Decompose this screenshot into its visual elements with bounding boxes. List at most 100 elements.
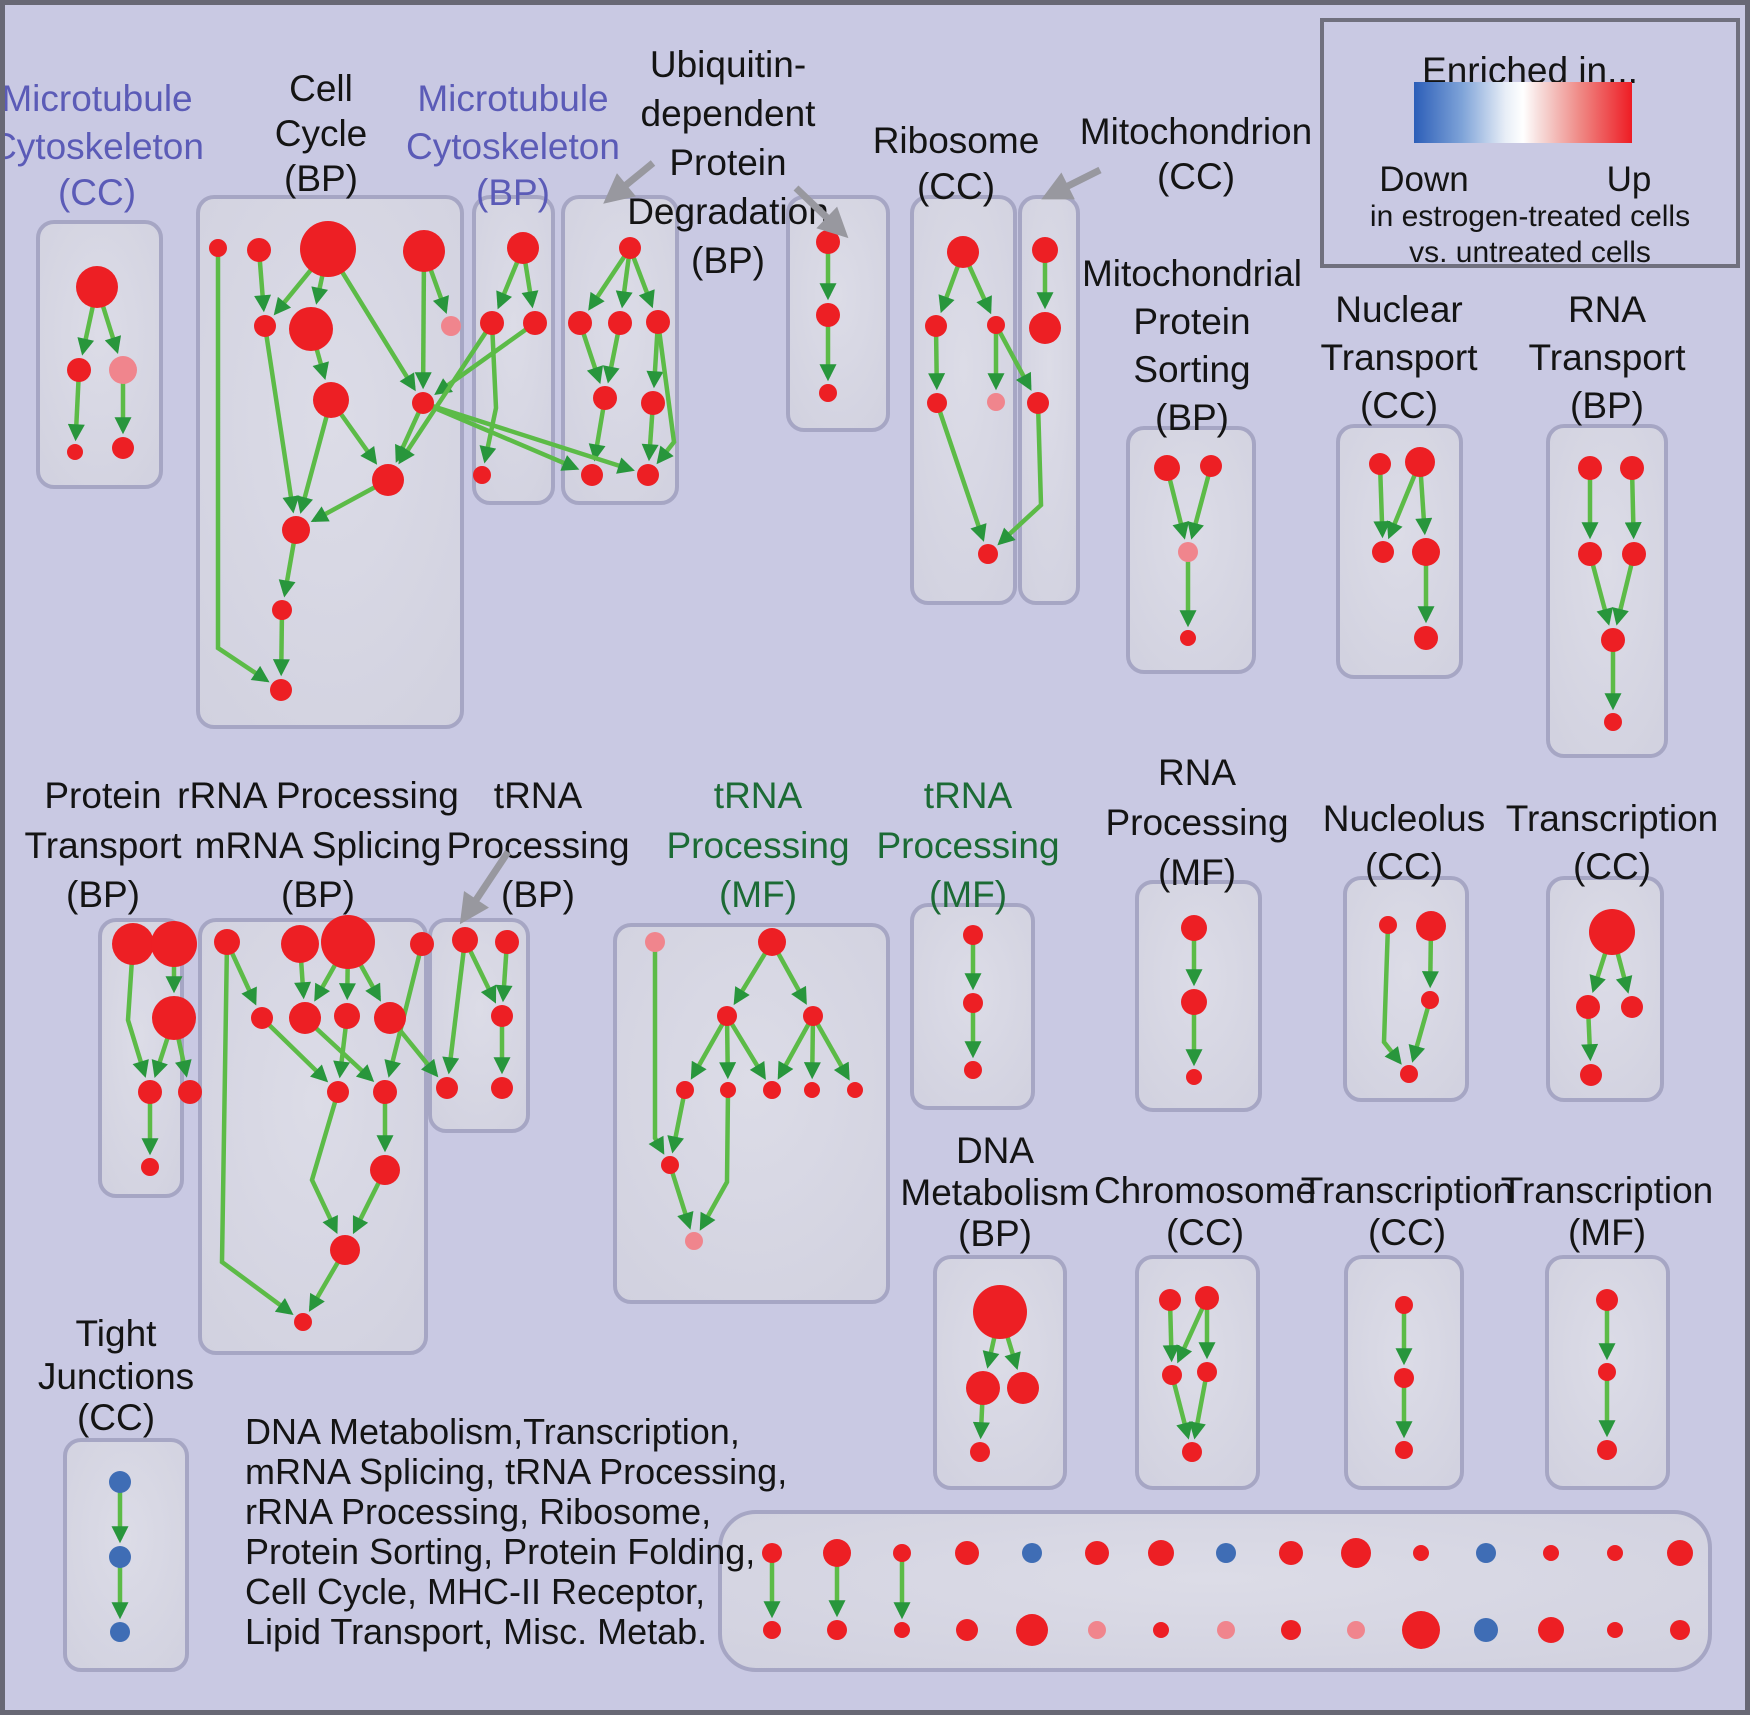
rna-transport-bp-node-2: [1578, 542, 1602, 566]
ubiquitin-degradation-bp-node-5: [641, 391, 665, 415]
protein-transport-bp-node-2: [152, 996, 196, 1040]
pointer-arrow-3: [459, 850, 511, 925]
merged-misc-terms-node-4: [1022, 1543, 1042, 1563]
nuclear-transport-cc-label-line-1: Transport: [1321, 337, 1479, 378]
cell-cycle-bp-node-5: [289, 307, 333, 351]
microtubule-cytoskeleton-cc-label-line-0: Microtubule: [1, 78, 192, 119]
rna-transport-bp-node-5: [1604, 713, 1622, 731]
cell-cycle-bp-node-8: [412, 392, 434, 414]
trna-processing-mf-1-edge-4: [725, 1014, 766, 1080]
rna-transport-bp-node-3: [1622, 542, 1646, 566]
transcription-cc-upper-node-1: [1576, 995, 1600, 1019]
misc-note-line: Protein Sorting, Protein Folding,: [245, 1531, 756, 1572]
rna-processing-mf-label-line-0: RNA: [1158, 752, 1236, 793]
transcription-cc-upper-node-3: [1580, 1064, 1602, 1086]
nucleolus-cc-label-line-0: Nucleolus: [1323, 798, 1485, 839]
rrna-processing-mrna-splicing-bp-node-11: [330, 1235, 360, 1265]
trna-processing-mf-1-edge-7: [811, 1014, 850, 1081]
pointer-arrow-0: [603, 160, 656, 204]
trna-processing-mf-1-node-8: [847, 1082, 863, 1098]
dna-metabolism-bp-node-2: [1007, 1372, 1039, 1404]
trna-processing-bp-label-line-0: tRNA: [494, 775, 583, 816]
trna-processing-mf-1-label-line-1: Processing: [666, 825, 849, 866]
trna-processing-bp-node-4: [491, 1077, 513, 1099]
dna-metabolism-bp-label-line-1: Metabolism: [900, 1172, 1089, 1213]
ubiquitin-degradation-bp-node-0: [619, 237, 641, 259]
rna-processing-mf-label-line-2: (MF): [1158, 852, 1236, 893]
legend-down-label: Down: [1379, 160, 1469, 199]
trna-processing-mf-2-label-line-0: tRNA: [924, 775, 1013, 816]
chromosome-cc-node-2: [1162, 1365, 1182, 1385]
rrna-processing-mrna-splicing-bp-node-9: [373, 1080, 397, 1104]
merged-misc-terms-node-29: [1670, 1620, 1690, 1640]
ubiquitin-degradation-bp-node-2: [608, 311, 632, 335]
pointer-arrow-2: [1041, 166, 1102, 200]
cell-cycle-bp-node-2: [300, 221, 356, 277]
cell-cycle-bp-label-line-0: Cell: [289, 68, 353, 109]
ubiquitin-degradation-bp-label-line-1: dependent: [641, 93, 817, 134]
rrna-processing-mrna-splicing-bp-label-line-2: (BP): [281, 874, 355, 915]
transcription-mf-node-0: [1596, 1289, 1618, 1311]
cell-cycle-bp-node-12: [270, 679, 292, 701]
merged-misc-terms-node-22: [1217, 1621, 1235, 1639]
ribosome-cc-edge-4: [934, 402, 987, 542]
dna-metabolism-bp-node-0: [973, 1285, 1027, 1339]
trna-processing-mf-2-node-2: [964, 1061, 982, 1079]
ubiquitin-degradation-bp-2-node-0: [816, 230, 840, 254]
cell-cycle-bp-node-3: [403, 230, 445, 272]
mitochondrial-protein-sorting-bp-label-line-3: (BP): [1155, 397, 1229, 438]
chromosome-cc-node-4: [1182, 1442, 1202, 1462]
ubiquitin-degradation-bp-label-line-0: Ubiquitin-: [650, 44, 806, 85]
nuclear-transport-cc-node-1: [1405, 447, 1435, 477]
merged-misc-terms-node-9: [1341, 1538, 1371, 1568]
nucleolus-cc-edge-1: [1408, 999, 1433, 1063]
merged-misc-terms-node-6: [1148, 1540, 1174, 1566]
transcription-cc-upper-label-line-0: Transcription: [1506, 798, 1718, 839]
microtubule-cytoskeleton-cc-box: [36, 220, 163, 489]
rrna-processing-mrna-splicing-bp-node-5: [289, 1002, 321, 1034]
legend-up-label: Up: [1606, 160, 1652, 199]
dna-metabolism-bp-box: [933, 1255, 1067, 1490]
merged-misc-terms-node-16: [827, 1620, 847, 1640]
microtubule-cytoskeleton-bp-label-line-0: Microtubule: [417, 78, 608, 119]
nuclear-transport-cc-node-2: [1372, 541, 1394, 563]
nuclear-transport-cc-node-4: [1414, 626, 1438, 650]
ribosome-cc-label-line-1: (CC): [917, 166, 995, 207]
cell-cycle-bp-node-1: [247, 238, 271, 262]
rrna-processing-mrna-splicing-bp-box: [198, 918, 428, 1355]
microtubule-cytoskeleton-bp-node-2: [523, 311, 547, 335]
trna-processing-mf-2-label-line-2: (MF): [929, 874, 1007, 915]
trna-processing-mf-1-edge-10: [667, 1164, 694, 1230]
rrna-processing-mrna-splicing-bp-node-10: [370, 1155, 400, 1185]
merged-misc-terms-node-24: [1347, 1621, 1365, 1639]
misc-note-line: DNA Metabolism,Transcription,: [245, 1411, 740, 1452]
legend: Enriched in... Down Up in estrogen-treat…: [1320, 18, 1740, 269]
cross-edge-0: [994, 323, 1032, 391]
tight-junctions-cc-node-2: [110, 1622, 130, 1642]
transcription-cc-lower-label-line-1: (CC): [1368, 1212, 1446, 1253]
cell-cycle-bp-node-9: [372, 464, 404, 496]
legend-gradient-bar: [1414, 82, 1632, 143]
rrna-processing-mrna-splicing-bp-edge-9: [309, 1091, 341, 1234]
trna-processing-mf-1-edge-5: [777, 1014, 815, 1080]
transcription-cc-upper-label-line-1: (CC): [1573, 846, 1651, 887]
ubiquitin-degradation-bp-2-node-1: [816, 303, 840, 327]
trna-processing-bp-node-0: [452, 927, 478, 953]
microtubule-cytoskeleton-bp-label-line-1: Cytoskeleton: [406, 126, 620, 167]
ubiquitin-degradation-bp-node-1: [568, 311, 592, 335]
merged-misc-terms-box: [718, 1510, 1712, 1672]
ribosome-cc-node-5: [978, 544, 998, 564]
nuclear-transport-cc-node-3: [1412, 538, 1440, 566]
ubiquitin-degradation-bp-2-node-2: [819, 384, 837, 402]
ubiquitin-degradation-bp-label-line-3: Degradation: [627, 191, 829, 232]
microtubule-cytoskeleton-bp-node-1: [480, 311, 504, 335]
transcription-cc-upper-node-2: [1621, 996, 1643, 1018]
trna-processing-mf-2-node-0: [963, 925, 983, 945]
chromosome-cc-node-1: [1195, 1286, 1219, 1310]
trna-processing-mf-1-node-9: [661, 1156, 679, 1174]
ubiquitin-degradation-bp-node-6: [581, 464, 603, 486]
transcription-mf-label-line-1: (MF): [1568, 1212, 1646, 1253]
microtubule-cytoskeleton-bp-node-0: [507, 232, 539, 264]
cross-edge-2: [422, 400, 580, 471]
protein-transport-bp-node-1: [151, 921, 197, 967]
